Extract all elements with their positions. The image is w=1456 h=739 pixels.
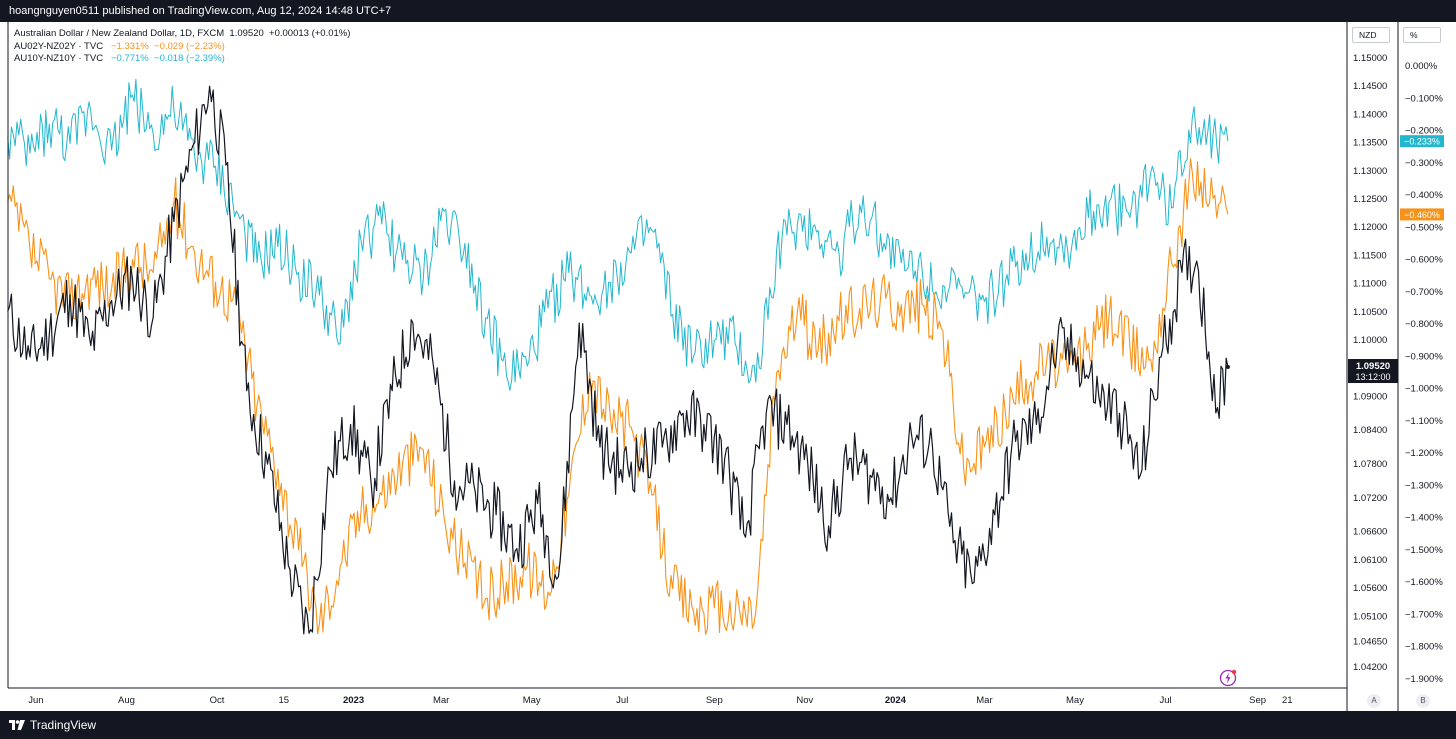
- legend-s2-name: AU10Y-NZ10Y · TVC: [14, 53, 104, 64]
- percent-tick-label-3: −0.300%: [1405, 158, 1443, 169]
- price-tick-label-5: 1.12500: [1353, 194, 1387, 205]
- legend-s1: AU02Y-NZ02Y · TVC −1.331% −0.029 (−2.23%…: [14, 41, 350, 54]
- price-tick-label-17: 1.05600: [1353, 583, 1387, 594]
- percent-tick-label-6: −0.600%: [1405, 255, 1443, 266]
- legend-s2-change: −0.018 (−2.39%): [154, 53, 225, 64]
- lightning-icon[interactable]: [1219, 669, 1237, 692]
- badge-10y-text: −0.233%: [1404, 137, 1440, 147]
- percent-tick-label-13: −1.300%: [1405, 480, 1443, 491]
- legend-main-change: +0.00013 (+0.01%): [269, 28, 351, 39]
- price-tick-label-20: 1.04200: [1353, 662, 1387, 673]
- price-label-value: 1.09520: [1356, 361, 1390, 372]
- x-tick-label-14: Sep: [1249, 695, 1266, 706]
- legend: Australian Dollar / New Zealand Dollar, …: [14, 28, 350, 66]
- axes: 1.15000 1.14500 1.14000 1.13500 1.13000 1.125…: [7, 22, 1444, 711]
- price-tick-label-2: 1.14000: [1353, 109, 1387, 120]
- percent-tick-label-18: −1.800%: [1405, 642, 1443, 653]
- published-info: hoangnguyen0511 published on TradingView…: [9, 5, 392, 17]
- currency-selector[interactable]: NZD: [1352, 27, 1390, 43]
- legend-s1-value: −1.331%: [110, 40, 149, 52]
- badge-2y-text: −0.460%: [1404, 210, 1440, 220]
- percent-scale-selector[interactable]: %: [1403, 27, 1441, 43]
- percent-tick-label-2: −0.200%: [1405, 126, 1443, 137]
- legend-s2-value: −0.771%: [110, 53, 149, 64]
- x-tick-label-5: Mar: [433, 695, 449, 706]
- price-tick-label-19: 1.04650: [1353, 637, 1387, 648]
- series-lines: [7, 78, 1230, 636]
- x-tick-label-6: May: [523, 695, 541, 706]
- percent-tick-label-16: −1.600%: [1405, 577, 1443, 588]
- x-tick-label-10: 2024: [885, 695, 907, 706]
- percent-tick-label-10: −1.000%: [1405, 384, 1443, 395]
- legend-main: Australian Dollar / New Zealand Dollar, …: [14, 28, 350, 41]
- price-tick-label-10: 1.10000: [1353, 335, 1387, 346]
- auto-scale-button-b[interactable]: B: [1416, 694, 1430, 708]
- last-price-dot: [1225, 365, 1230, 370]
- percent-tick-label-19: −1.900%: [1405, 674, 1443, 685]
- x-tick-label-11: Mar: [976, 695, 992, 706]
- series-line-0: [7, 85, 1229, 635]
- tradingview-logo-icon: [9, 720, 25, 730]
- price-tick-label-1: 1.14500: [1353, 81, 1387, 92]
- x-tick-label-4: 2023: [343, 695, 364, 706]
- chart-svg[interactable]: 1.15000 1.14500 1.14000 1.13500 1.13000 1.125…: [0, 22, 1456, 711]
- percent-tick-label-12: −1.200%: [1405, 448, 1443, 459]
- price-tick-label-9: 1.10500: [1353, 307, 1387, 318]
- price-label-box: [1348, 359, 1398, 384]
- percent-tick-label-15: −1.500%: [1405, 545, 1443, 556]
- series-line-2: [7, 78, 1229, 391]
- legend-main-title: Australian Dollar / New Zealand Dollar, …: [14, 28, 225, 39]
- price-tick-label-13: 1.07800: [1353, 459, 1387, 470]
- x-tick-label-1: Aug: [118, 695, 135, 706]
- x-tick-label-2: Oct: [210, 695, 225, 706]
- legend-main-value: 1.09520: [229, 28, 264, 39]
- price-tick-label-0: 1.15000: [1353, 53, 1387, 64]
- x-tick-label-9: Nov: [796, 695, 813, 706]
- price-tick-label-3: 1.13500: [1353, 138, 1387, 149]
- series-line-1: [7, 158, 1229, 636]
- price-tick-label-8: 1.11000: [1353, 279, 1387, 290]
- x-tick-label-7: Jul: [616, 695, 628, 706]
- badge-2y-box: [1400, 208, 1444, 221]
- x-tick-label-12: May: [1066, 695, 1084, 706]
- price-tick-label-6: 1.12000: [1353, 222, 1387, 233]
- badge-10y-box: [1400, 135, 1444, 148]
- price-label-countdown: 13:12:00: [1355, 372, 1390, 382]
- chart-panel[interactable]: 1.15000 1.14500 1.14000 1.13500 1.13000 1.125…: [0, 22, 1456, 711]
- price-tick-label-16: 1.06100: [1353, 555, 1387, 566]
- x-tick-label-8: Sep: [706, 695, 723, 706]
- x-tick-label-15: 21: [1282, 695, 1293, 706]
- footer-bar: TradingView: [0, 711, 1456, 739]
- x-tick-label-13: Jul: [1159, 695, 1171, 706]
- top-bar: hoangnguyen0511 published on TradingView…: [0, 0, 1456, 22]
- tradingview-logo[interactable]: TradingView: [9, 718, 96, 732]
- percent-tick-label-4: −0.400%: [1405, 190, 1443, 201]
- price-tick-label-12: 1.08400: [1353, 425, 1387, 436]
- percent-tick-label-5: −0.500%: [1405, 222, 1443, 233]
- price-tick-label-15: 1.06600: [1353, 527, 1387, 538]
- price-tick-label-11: 1.09000: [1353, 391, 1387, 402]
- percent-tick-label-17: −1.700%: [1405, 609, 1443, 620]
- tradingview-brand: TradingView: [30, 718, 97, 732]
- auto-scale-button-a[interactable]: A: [1367, 694, 1381, 708]
- x-tick-label-3: 15: [279, 695, 290, 706]
- percent-tick-label-11: −1.100%: [1405, 416, 1443, 427]
- percent-tick-label-9: −0.900%: [1405, 351, 1443, 362]
- price-tick-label-18: 1.05100: [1353, 611, 1387, 622]
- percent-tick-label-7: −0.700%: [1405, 287, 1443, 298]
- price-tick-label-14: 1.07200: [1353, 493, 1387, 504]
- legend-s1-name: AU02Y-NZ02Y · TVC: [14, 40, 104, 52]
- price-tick-label-7: 1.11500: [1353, 250, 1387, 261]
- x-tick-label-0: Jun: [28, 695, 43, 706]
- percent-tick-label-1: −0.100%: [1405, 93, 1443, 104]
- percent-tick-label-8: −0.800%: [1405, 319, 1443, 330]
- legend-s1-change: −0.029 (−2.23%): [154, 40, 225, 52]
- percent-tick-label-14: −1.400%: [1405, 513, 1443, 524]
- price-tick-label-4: 1.13000: [1353, 166, 1387, 177]
- legend-s2: AU10Y-NZ10Y · TVC −0.771% −0.018 (−2.39%…: [14, 53, 350, 66]
- percent-tick-label-0: 0.000%: [1405, 61, 1438, 72]
